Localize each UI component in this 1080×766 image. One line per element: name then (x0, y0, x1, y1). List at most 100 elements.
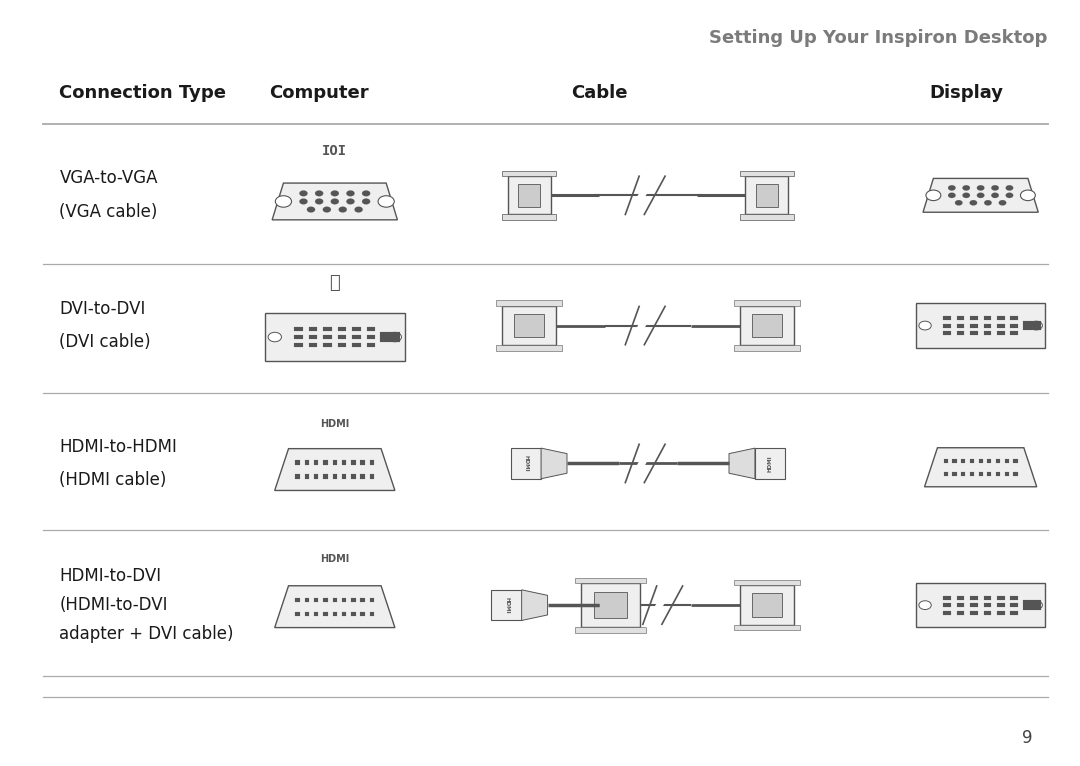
Circle shape (347, 191, 354, 196)
Bar (502, 306, 556, 345)
Text: (DVI cable): (DVI cable) (59, 333, 151, 352)
Bar (970, 459, 974, 463)
Bar (944, 459, 948, 463)
Bar (295, 335, 302, 339)
Bar (756, 184, 778, 207)
Bar (957, 611, 964, 614)
Bar (594, 592, 626, 618)
Text: (HDMI cable): (HDMI cable) (59, 471, 166, 489)
Bar (342, 611, 347, 617)
Bar (497, 345, 562, 351)
Bar (740, 306, 794, 345)
Bar (996, 472, 1000, 476)
Text: IOI: IOI (322, 144, 348, 158)
Bar (333, 460, 337, 465)
Bar (295, 597, 300, 602)
Circle shape (339, 207, 347, 212)
Bar (309, 335, 318, 339)
Circle shape (977, 185, 984, 191)
Bar (352, 343, 361, 347)
Bar (978, 472, 983, 476)
Bar (369, 460, 375, 465)
Bar (351, 597, 355, 602)
Polygon shape (924, 448, 1037, 486)
Bar (369, 611, 375, 617)
Bar (953, 459, 957, 463)
Text: Computer: Computer (269, 84, 368, 103)
Bar (957, 323, 964, 328)
Circle shape (962, 185, 970, 191)
Text: Connection Type: Connection Type (59, 84, 227, 103)
Circle shape (948, 193, 956, 198)
Bar (361, 597, 365, 602)
Bar (502, 214, 556, 220)
Bar (361, 460, 365, 465)
Circle shape (1005, 185, 1013, 191)
Bar (295, 611, 300, 617)
Circle shape (354, 207, 363, 212)
Circle shape (1030, 601, 1042, 610)
Bar (740, 214, 794, 220)
Bar (342, 597, 347, 602)
Text: HDMI: HDMI (768, 455, 772, 472)
Circle shape (315, 198, 323, 205)
Bar (970, 316, 977, 320)
Circle shape (948, 185, 956, 191)
Bar (575, 578, 646, 583)
Bar (984, 611, 991, 614)
Text: (HDMI-to-DVI: (HDMI-to-DVI (59, 596, 167, 614)
Bar (987, 459, 991, 463)
Bar (745, 176, 788, 214)
Bar (943, 596, 950, 600)
Bar (352, 335, 361, 339)
Circle shape (962, 193, 970, 198)
Text: HDMI: HDMI (320, 554, 350, 565)
Bar (997, 316, 1004, 320)
Circle shape (999, 200, 1007, 205)
Bar (997, 331, 1004, 335)
Bar (508, 176, 551, 214)
Bar (957, 331, 964, 335)
Bar (978, 459, 983, 463)
Bar (1011, 611, 1018, 614)
Text: 9: 9 (1022, 729, 1032, 747)
Bar (491, 590, 522, 620)
Bar (502, 171, 556, 176)
Bar (1023, 601, 1041, 610)
Circle shape (970, 200, 977, 205)
Bar (497, 300, 562, 306)
Bar (984, 603, 991, 607)
Text: VGA-to-VGA: VGA-to-VGA (59, 169, 158, 188)
Bar (997, 323, 1004, 328)
Bar (1011, 331, 1018, 335)
Bar (338, 335, 347, 339)
Bar (323, 327, 332, 331)
Bar (581, 583, 640, 627)
Bar (734, 580, 799, 585)
Bar (984, 596, 991, 600)
Bar (984, 323, 991, 328)
Bar (961, 472, 966, 476)
Circle shape (268, 332, 282, 342)
Bar (338, 327, 347, 331)
Bar (953, 472, 957, 476)
Bar (295, 327, 302, 331)
Bar (1004, 459, 1009, 463)
Circle shape (1021, 190, 1036, 201)
Circle shape (299, 198, 308, 205)
Bar (361, 474, 365, 480)
Circle shape (984, 200, 991, 205)
Bar (295, 343, 302, 347)
Bar (369, 474, 375, 480)
Bar (970, 603, 977, 607)
Text: HDMI: HDMI (504, 597, 509, 614)
Circle shape (955, 200, 962, 205)
Bar (996, 459, 1000, 463)
Bar (367, 343, 375, 347)
Bar (970, 472, 974, 476)
Bar (1011, 316, 1018, 320)
Circle shape (388, 332, 402, 342)
Circle shape (1005, 193, 1013, 198)
Bar (342, 460, 347, 465)
Text: HDMI-to-DVI: HDMI-to-DVI (59, 567, 162, 585)
